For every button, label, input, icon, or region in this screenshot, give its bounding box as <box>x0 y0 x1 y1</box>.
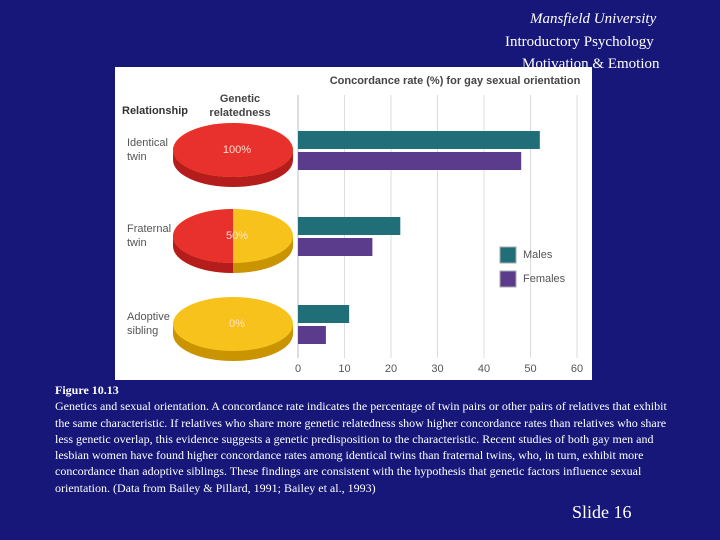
pie-top <box>173 123 293 177</box>
bar <box>298 152 522 170</box>
pie <box>173 297 293 361</box>
caption-text: Genetics and sexual orientation. A conco… <box>55 399 667 495</box>
x-tick-label: 60 <box>571 363 583 375</box>
pie-label: 100% <box>223 144 251 156</box>
bar <box>298 217 401 235</box>
category-label: Identical twin <box>127 137 168 163</box>
x-tick-label: 10 <box>338 363 350 375</box>
pie <box>173 123 293 187</box>
header-line: Mansfield University <box>530 11 657 27</box>
legend-swatch <box>499 246 517 264</box>
category-label: Fraternal twin <box>127 223 172 249</box>
x-tick-label: 40 <box>478 363 490 375</box>
pie <box>173 209 293 273</box>
bar <box>298 131 540 149</box>
relatedness-header: Genetic relatedness <box>209 93 271 119</box>
header-line: Introductory Psychology <box>505 34 654 50</box>
bar <box>298 326 326 344</box>
pie-top <box>173 297 293 351</box>
category-header: Relationship <box>122 105 188 117</box>
legend-label: Females <box>523 273 566 285</box>
bar <box>298 238 373 256</box>
x-tick-label: 30 <box>431 363 443 375</box>
pie-label: 0% <box>229 318 245 330</box>
x-tick-label: 0 <box>295 363 301 375</box>
pie-slice <box>173 209 233 263</box>
legend-swatch <box>499 270 517 288</box>
chart-title: Concordance rate (%) for gay sexual orie… <box>330 75 581 87</box>
caption-title: Figure 10.13 <box>55 383 119 397</box>
bar <box>298 305 350 323</box>
category-label: Adoptive sibling <box>127 311 170 337</box>
x-tick-label: 20 <box>385 363 397 375</box>
x-tick-label: 50 <box>524 363 536 375</box>
legend-label: Males <box>523 249 553 261</box>
slide-number: Slide 16 <box>572 502 632 522</box>
pie-label: 50% <box>226 230 248 242</box>
caption: Figure 10.13 Genetics and sexual orienta… <box>55 382 667 496</box>
